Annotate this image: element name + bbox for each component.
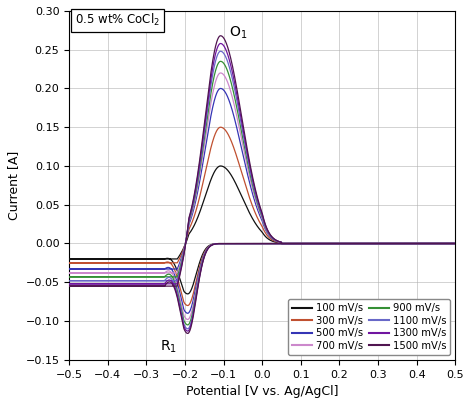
- Text: O$_1$: O$_1$: [229, 25, 248, 41]
- Text: 0.5 wt% CoCl$_2$: 0.5 wt% CoCl$_2$: [75, 12, 160, 28]
- Legend: 100 mV/s, 300 mV/s, 500 mV/s, 700 mV/s, 900 mV/s, 1100 mV/s, 1300 mV/s, 1500 mV/: 100 mV/s, 300 mV/s, 500 mV/s, 700 mV/s, …: [288, 299, 450, 355]
- Text: R$_1$: R$_1$: [160, 339, 177, 355]
- Y-axis label: Current [A]: Current [A]: [7, 151, 20, 220]
- X-axis label: Potential [V vs. Ag/AgCl]: Potential [V vs. Ag/AgCl]: [186, 385, 339, 398]
